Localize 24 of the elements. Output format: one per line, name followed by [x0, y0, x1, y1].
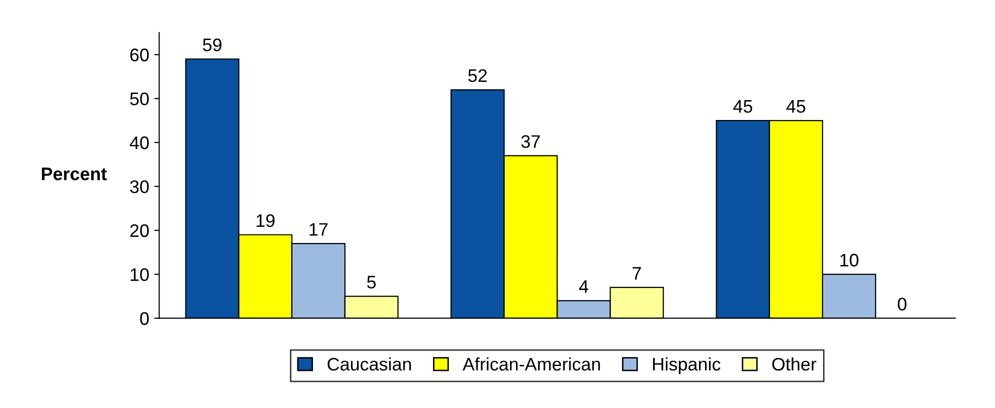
- y-tick-label: 60: [130, 48, 149, 62]
- y-tick-label: 50: [130, 92, 149, 106]
- data-label: 17: [310, 223, 328, 236]
- legend-label: Caucasian: [328, 357, 411, 371]
- y-tick-label: 40: [130, 136, 149, 150]
- data-label: 4: [579, 280, 588, 293]
- data-label: 45: [733, 100, 752, 113]
- y-axis-title: Percent: [42, 168, 107, 180]
- data-label: 10: [840, 254, 858, 267]
- y-tick-label: 30: [130, 180, 149, 194]
- y-tick-label: 0: [140, 312, 149, 325]
- data-label: 19: [256, 214, 275, 228]
- legend-label: Hispanic: [653, 357, 720, 374]
- data-label: 0: [898, 298, 906, 311]
- data-label: 59: [202, 38, 222, 52]
- data-label: 7: [632, 267, 641, 280]
- data-label: 52: [468, 69, 487, 82]
- data-label: 45: [786, 100, 806, 113]
- legend-label: African-American: [462, 357, 600, 371]
- data-label: 37: [521, 135, 540, 148]
- legend-label: Other: [772, 357, 816, 371]
- y-tick-label: 10: [130, 268, 149, 282]
- y-tick-label: 20: [130, 224, 149, 238]
- data-label: 5: [367, 276, 376, 289]
